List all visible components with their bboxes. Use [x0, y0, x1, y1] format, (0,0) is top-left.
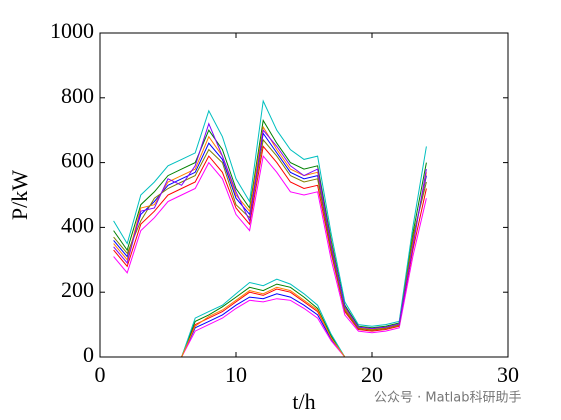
series-line: [181, 286, 346, 358]
series-line: [113, 145, 427, 332]
x-tick-label: 0: [95, 362, 106, 387]
y-tick-label: 0: [83, 342, 94, 367]
series-line: [181, 278, 346, 358]
y-tick-label: 200: [61, 277, 94, 302]
plot-frame: [99, 32, 509, 358]
x-tick-label: 10: [225, 362, 247, 387]
y-tick-label: 800: [61, 83, 94, 108]
x-axis-label: t/h: [292, 389, 315, 414]
y-tick-label: 400: [61, 212, 94, 237]
series-line: [113, 154, 427, 334]
series-line: [113, 122, 427, 330]
watermark: 公众号 · Matlab科研助手: [374, 391, 522, 406]
series-line: [181, 293, 346, 358]
x-tick-label: 30: [497, 362, 519, 387]
series-line: [181, 288, 346, 358]
y-axis-label: P/kW: [7, 170, 32, 220]
y-tick-label: 600: [61, 148, 94, 173]
series-line: [181, 283, 346, 358]
series-line: [181, 298, 346, 358]
y-tick-label: 1000: [50, 18, 94, 43]
series-line: [113, 99, 427, 327]
series-line: [113, 119, 427, 329]
x-tick-label: 20: [361, 362, 383, 387]
series-line: [113, 138, 427, 331]
series-line: [113, 125, 427, 331]
